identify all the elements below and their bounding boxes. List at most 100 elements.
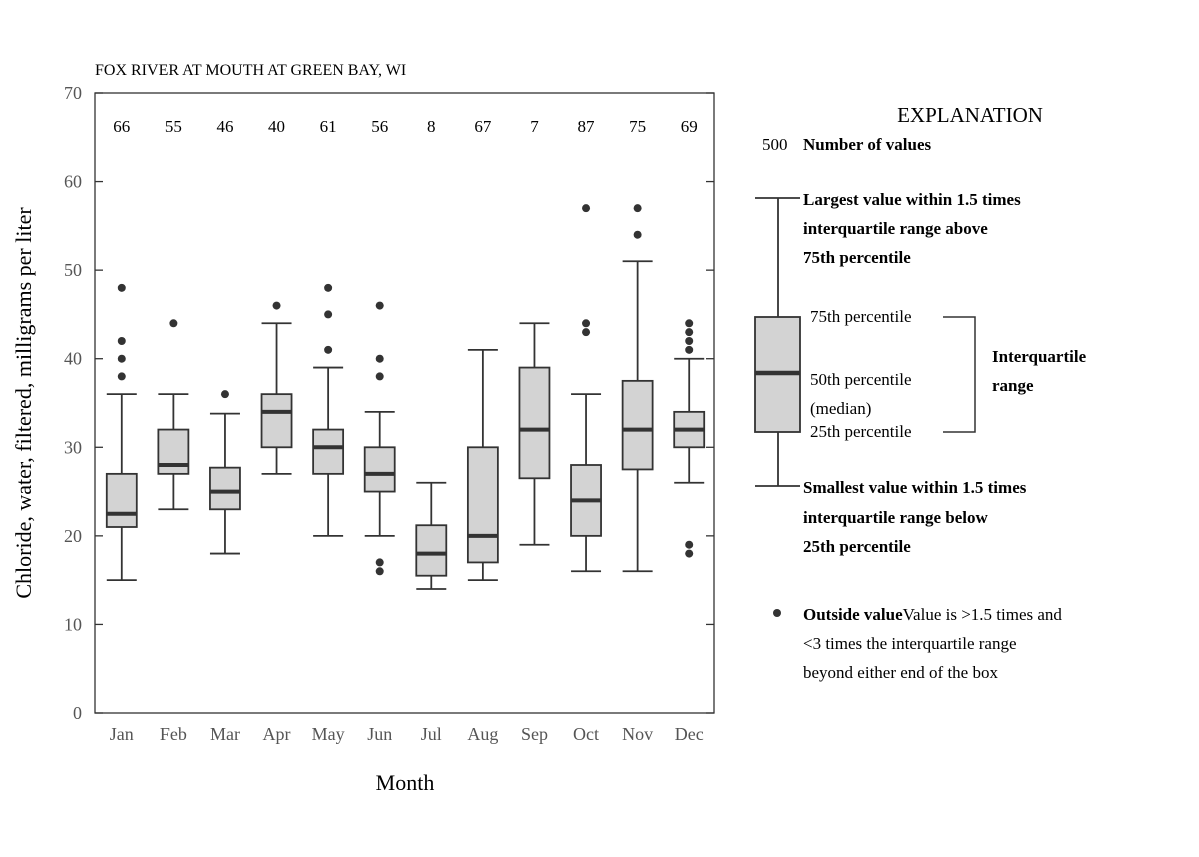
legend-outside-line1: Outside valueValue is >1.5 times and bbox=[803, 605, 1062, 624]
legend-outside-text-2: <3 times the interquartile range bbox=[803, 634, 1017, 653]
x-tick-label: Jun bbox=[367, 724, 392, 744]
legend-p50: 50th percentile bbox=[810, 370, 912, 389]
legend-count-label: Number of values bbox=[803, 135, 932, 154]
box-jun: 56 Jun bbox=[363, 117, 396, 744]
x-tick-label: Oct bbox=[573, 724, 599, 744]
outlier-point bbox=[685, 540, 694, 549]
iqr-box bbox=[209, 466, 241, 511]
y-tick-label: 40 bbox=[64, 349, 82, 369]
legend-lower-1: Smallest value within 1.5 times bbox=[803, 478, 1027, 497]
outlier-point bbox=[685, 549, 694, 558]
count-label: 46 bbox=[216, 117, 233, 136]
iqr-box bbox=[157, 428, 190, 475]
legend-count-example: 500 bbox=[762, 135, 788, 154]
y-tick-label: 70 bbox=[64, 83, 82, 103]
y-axis: 0 10 20 30 40 50 60 70 bbox=[64, 83, 714, 723]
count-label: 40 bbox=[268, 117, 285, 136]
box-jan: 66 Jan bbox=[105, 117, 138, 744]
outlier-point bbox=[375, 372, 384, 381]
legend-iqr-1: Interquartile bbox=[992, 347, 1087, 366]
outlier-point bbox=[117, 283, 126, 292]
x-tick-label: Dec bbox=[675, 724, 704, 744]
count-label: 7 bbox=[530, 117, 539, 136]
count-label: 8 bbox=[427, 117, 436, 136]
iqr-box bbox=[363, 446, 396, 493]
outlier-point bbox=[272, 301, 281, 310]
box-feb: 55 Feb bbox=[157, 117, 190, 744]
outlier-point bbox=[685, 337, 694, 345]
outlier-point bbox=[582, 319, 591, 328]
x-tick-label: Apr bbox=[263, 724, 291, 744]
outlier-point bbox=[324, 345, 333, 354]
outlier-point bbox=[324, 283, 333, 292]
legend-title: EXPLANATION bbox=[897, 103, 1043, 127]
legend-outside-bold: Outside value bbox=[803, 605, 903, 624]
iqr-box bbox=[312, 428, 345, 475]
outlier-point bbox=[582, 328, 591, 337]
outlier-point bbox=[582, 204, 591, 213]
outlier-point bbox=[375, 301, 384, 310]
boxes: 66 Jan 55 Feb 46 Mar 40 Apr 61 May 56 Jun 8 Jul 67 Aug 7… bbox=[105, 117, 706, 744]
chart-title: FOX RIVER AT MOUTH AT GREEN BAY, WI bbox=[95, 62, 406, 79]
box-sep: 7 Sep bbox=[518, 117, 551, 744]
iqr-box bbox=[260, 393, 293, 449]
outlier-point bbox=[375, 558, 384, 567]
count-label: 56 bbox=[371, 117, 388, 136]
y-tick-label: 30 bbox=[64, 437, 82, 457]
count-label: 61 bbox=[320, 117, 337, 136]
legend: EXPLANATION 500 Number of values Largest… bbox=[754, 103, 1087, 682]
count-label: 66 bbox=[113, 117, 130, 136]
iqr-box bbox=[518, 366, 551, 480]
iqr-box bbox=[466, 446, 499, 564]
box-oct: 87 Oct bbox=[570, 117, 602, 744]
outlier-point bbox=[685, 345, 694, 354]
legend-p75: 75th percentile bbox=[810, 307, 912, 326]
legend-lower-2: interquartile range below bbox=[803, 508, 988, 527]
outlier-point bbox=[633, 204, 642, 213]
outlier-point bbox=[169, 319, 178, 328]
y-tick-label: 20 bbox=[64, 526, 82, 546]
x-tick-label: Sep bbox=[521, 724, 548, 744]
legend-upper-2: interquartile range above bbox=[803, 219, 988, 238]
outlier-point bbox=[375, 354, 384, 363]
outlier-point bbox=[324, 310, 333, 319]
y-axis-label: Chloride, water, filtered, milligrams pe… bbox=[11, 207, 36, 599]
count-label: 75 bbox=[629, 117, 646, 136]
box-mar: 46 Mar bbox=[209, 117, 241, 744]
count-label: 87 bbox=[578, 117, 596, 136]
x-tick-label: Aug bbox=[467, 724, 498, 744]
y-tick-label: 60 bbox=[64, 172, 82, 192]
legend-p25: 25th percentile bbox=[810, 422, 912, 441]
outlier-point bbox=[685, 328, 694, 337]
outlier-point bbox=[117, 354, 126, 363]
iqr-box bbox=[105, 472, 138, 528]
box-aug: 67 Aug bbox=[466, 117, 499, 744]
legend-outlier-dot bbox=[773, 609, 781, 617]
y-tick-label: 10 bbox=[64, 614, 82, 634]
legend-outside-text-1: Value is >1.5 times and bbox=[903, 605, 1063, 624]
y-tick-label: 50 bbox=[64, 260, 82, 280]
legend-upper-3: 75th percentile bbox=[803, 248, 911, 267]
count-label: 55 bbox=[165, 117, 182, 136]
legend-upper-1: Largest value within 1.5 times bbox=[803, 190, 1021, 209]
box-may: 61 May bbox=[312, 117, 345, 744]
x-tick-label: Jan bbox=[110, 724, 134, 744]
plot-frame bbox=[94, 92, 715, 714]
x-tick-label: May bbox=[312, 724, 345, 744]
outlier-point bbox=[117, 372, 126, 381]
box-nov: 75 Nov bbox=[621, 117, 654, 744]
outlier-point bbox=[220, 390, 229, 399]
legend-median: (median) bbox=[810, 399, 871, 418]
x-tick-label: Jul bbox=[421, 724, 442, 744]
outlier-point bbox=[685, 319, 694, 328]
outlier-point bbox=[117, 337, 126, 345]
x-tick-label: Nov bbox=[622, 724, 653, 744]
count-label: 67 bbox=[474, 117, 492, 136]
iqr-box bbox=[415, 524, 448, 577]
legend-iqr-2: range bbox=[992, 376, 1034, 395]
legend-outside-text-3: beyond either end of the box bbox=[803, 663, 998, 682]
outlier-point bbox=[633, 230, 642, 239]
box-dec: 69 Dec bbox=[673, 117, 706, 744]
x-tick-label: Mar bbox=[210, 724, 240, 744]
